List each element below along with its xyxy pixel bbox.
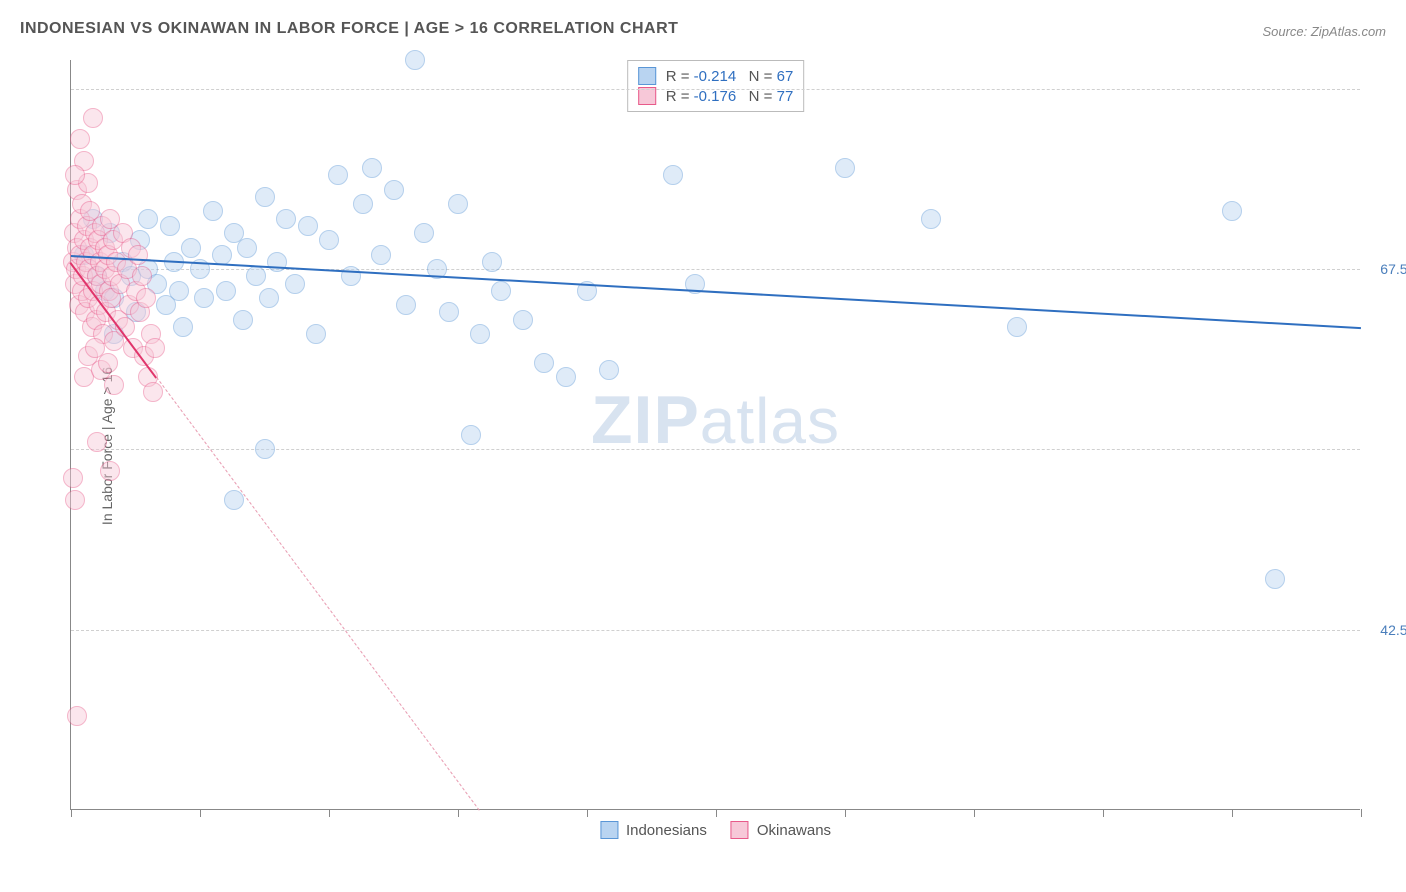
scatter-point	[491, 281, 511, 301]
scatter-point	[255, 439, 275, 459]
scatter-point	[835, 158, 855, 178]
scatter-point	[663, 165, 683, 185]
grid-line-h	[71, 630, 1360, 631]
scatter-point	[87, 432, 107, 452]
legend-stats: R = -0.176 N = 77	[666, 88, 794, 105]
scatter-point	[556, 367, 576, 387]
legend-bottom-item: Indonesians	[600, 821, 707, 839]
chart-source: Source: ZipAtlas.com	[1262, 24, 1386, 39]
scatter-point	[599, 360, 619, 380]
scatter-point	[194, 288, 214, 308]
scatter-point	[70, 129, 90, 149]
scatter-point	[414, 223, 434, 243]
scatter-point	[328, 165, 348, 185]
scatter-point	[439, 302, 459, 322]
legend-bottom-label: Indonesians	[626, 822, 707, 839]
scatter-point	[65, 490, 85, 510]
scatter-point	[306, 324, 326, 344]
chart-title: INDONESIAN VS OKINAWAN IN LABOR FORCE | …	[20, 20, 678, 38]
scatter-point	[353, 194, 373, 214]
scatter-point	[128, 245, 148, 265]
scatter-point	[384, 180, 404, 200]
scatter-point	[371, 245, 391, 265]
x-tick-mark	[71, 809, 72, 817]
x-tick-mark	[716, 809, 717, 817]
x-tick-mark	[1103, 809, 1104, 817]
scatter-point	[203, 201, 223, 221]
scatter-point	[534, 353, 554, 373]
x-tick-mark	[200, 809, 201, 817]
legend-top-row: R = -0.214 N = 67	[638, 67, 794, 85]
x-tick-mark	[1361, 809, 1362, 817]
scatter-point	[104, 375, 124, 395]
scatter-point	[98, 353, 118, 373]
x-tick-mark	[458, 809, 459, 817]
correlation-chart: INDONESIAN VS OKINAWAN IN LABOR FORCE | …	[20, 20, 1386, 872]
x-tick-mark	[587, 809, 588, 817]
scatter-point	[482, 252, 502, 272]
legend-bottom-item: Okinawans	[731, 821, 831, 839]
legend-top: R = -0.214 N = 67 R = -0.176 N = 77	[627, 60, 805, 112]
scatter-point	[65, 165, 85, 185]
x-tick-mark	[974, 809, 975, 817]
y-tick-label: 42.5%	[1365, 622, 1406, 638]
scatter-point	[276, 209, 296, 229]
scatter-point	[181, 238, 201, 258]
scatter-point	[259, 288, 279, 308]
scatter-point	[100, 461, 120, 481]
scatter-point	[362, 158, 382, 178]
legend-swatch	[731, 821, 749, 839]
scatter-point	[80, 201, 100, 221]
scatter-point	[237, 238, 257, 258]
x-tick-mark	[1232, 809, 1233, 817]
scatter-point	[145, 338, 165, 358]
legend-bottom: Indonesians Okinawans	[600, 821, 831, 839]
scatter-point	[255, 187, 275, 207]
grid-line-h	[71, 269, 1360, 270]
scatter-point	[132, 266, 152, 286]
scatter-point	[470, 324, 490, 344]
x-tick-mark	[845, 809, 846, 817]
scatter-point	[1007, 317, 1027, 337]
scatter-point	[212, 245, 232, 265]
scatter-point	[136, 288, 156, 308]
scatter-point	[396, 295, 416, 315]
y-tick-label: 67.5%	[1365, 261, 1406, 277]
scatter-point	[216, 281, 236, 301]
watermark-zip: ZIP	[591, 382, 700, 458]
watermark-atlas: atlas	[700, 385, 840, 457]
scatter-point	[461, 425, 481, 445]
scatter-point	[405, 50, 425, 70]
grid-line-h	[71, 89, 1360, 90]
legend-swatch	[638, 67, 656, 85]
scatter-point	[169, 281, 189, 301]
plot-area: ZIPatlas R = -0.214 N = 67 R = -0.176 N =…	[70, 60, 1360, 810]
scatter-point	[298, 216, 318, 236]
scatter-point	[921, 209, 941, 229]
trend-line	[156, 377, 479, 810]
scatter-point	[1265, 569, 1285, 589]
scatter-point	[285, 274, 305, 294]
watermark: ZIPatlas	[591, 381, 840, 459]
scatter-point	[448, 194, 468, 214]
scatter-point	[319, 230, 339, 250]
scatter-point	[160, 216, 180, 236]
scatter-point	[233, 310, 253, 330]
legend-swatch	[600, 821, 618, 839]
scatter-point	[138, 209, 158, 229]
legend-bottom-label: Okinawans	[757, 822, 831, 839]
scatter-point	[1222, 201, 1242, 221]
scatter-point	[513, 310, 533, 330]
legend-stats: R = -0.214 N = 67	[666, 68, 794, 85]
scatter-point	[246, 266, 266, 286]
x-tick-mark	[329, 809, 330, 817]
scatter-point	[83, 108, 103, 128]
scatter-point	[143, 382, 163, 402]
scatter-point	[67, 706, 87, 726]
scatter-point	[63, 468, 83, 488]
scatter-point	[173, 317, 193, 337]
